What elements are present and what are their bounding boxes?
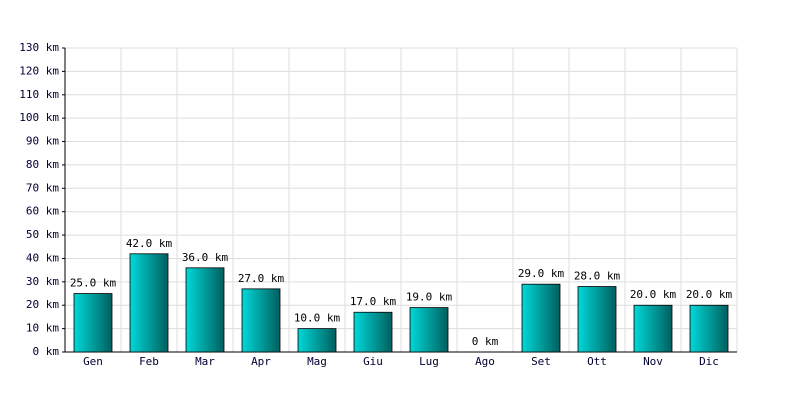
y-tick-label: 130 km xyxy=(19,41,59,54)
bar xyxy=(577,286,617,353)
value-label: 0 km xyxy=(472,335,499,348)
bar xyxy=(409,307,449,353)
x-tick-label: Dic xyxy=(699,355,719,368)
y-tick-label: 70 km xyxy=(26,181,59,194)
y-tick-label: 120 km xyxy=(19,64,59,77)
value-label: 28.0 km xyxy=(574,270,621,283)
bar xyxy=(241,288,281,353)
x-tick-label: Mar xyxy=(195,355,215,368)
bar xyxy=(185,267,225,353)
bar xyxy=(73,293,113,353)
y-tick-label: 10 km xyxy=(26,322,59,335)
y-tick-label: 60 km xyxy=(26,205,59,218)
x-tick-label: Feb xyxy=(139,355,159,368)
value-label: 20.0 km xyxy=(630,288,677,301)
x-tick-label: Lug xyxy=(419,355,439,368)
x-tick-label: Ott xyxy=(587,355,607,368)
y-tick-label: 50 km xyxy=(26,228,59,241)
value-label: 27.0 km xyxy=(238,272,285,285)
bar xyxy=(353,311,393,353)
y-tick-label: 110 km xyxy=(19,88,59,101)
y-tick-label: 90 km xyxy=(26,135,59,148)
value-label: 20.0 km xyxy=(686,288,733,301)
x-tick-label: Apr xyxy=(251,355,271,368)
y-tick-label: 100 km xyxy=(19,111,59,124)
bar xyxy=(297,328,337,353)
bar xyxy=(633,304,673,353)
x-tick-label: Giu xyxy=(363,355,383,368)
x-tick-label: Mag xyxy=(307,355,327,368)
value-label: 29.0 km xyxy=(518,267,565,280)
value-label: 42.0 km xyxy=(126,237,173,250)
bar xyxy=(521,283,561,353)
bar xyxy=(689,304,729,353)
bar xyxy=(129,253,169,353)
x-tick-label: Set xyxy=(531,355,551,368)
value-label: 10.0 km xyxy=(294,312,341,325)
y-tick-label: 80 km xyxy=(26,158,59,171)
value-label: 36.0 km xyxy=(182,251,229,264)
value-label: 17.0 km xyxy=(350,295,397,308)
x-tick-label: Ago xyxy=(475,355,495,368)
y-tick-label: 40 km xyxy=(26,251,59,264)
x-tick-label: Nov xyxy=(643,355,663,368)
y-tick-label: 20 km xyxy=(26,298,59,311)
y-tick-label: 0 km xyxy=(33,345,60,358)
x-tick-label: Gen xyxy=(83,355,103,368)
value-label: 19.0 km xyxy=(406,291,453,304)
y-tick-label: 30 km xyxy=(26,275,59,288)
value-label: 25.0 km xyxy=(70,277,117,290)
